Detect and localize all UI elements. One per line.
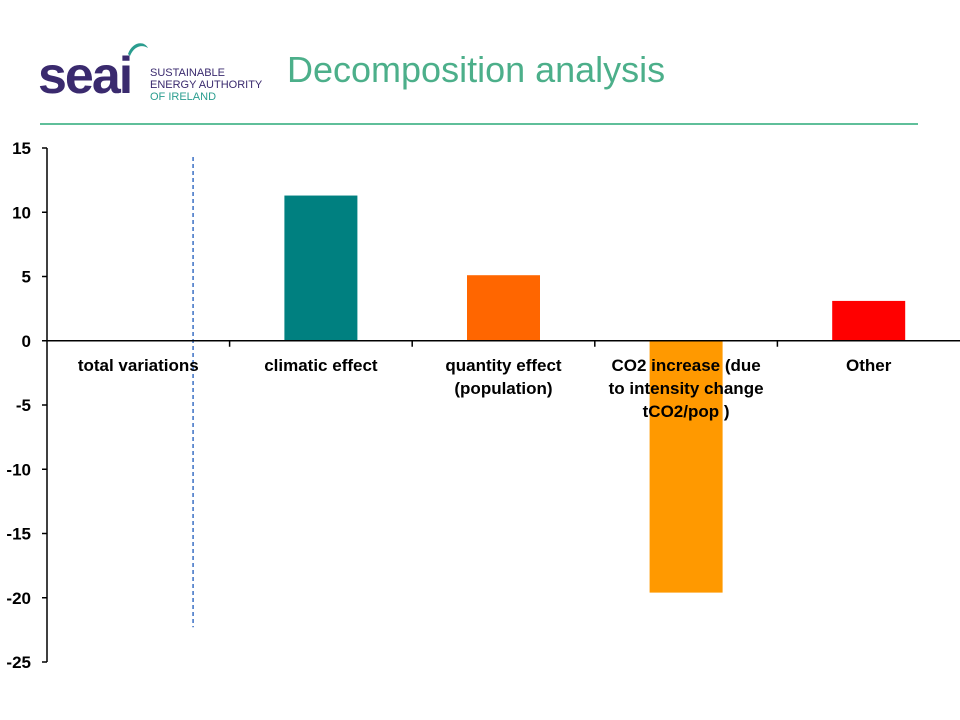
category-label-0: total variations <box>78 356 199 375</box>
bar-3 <box>649 340 723 593</box>
logo-line-1: SUSTAINABLE <box>150 67 225 79</box>
bar-2 <box>467 275 540 341</box>
logo-swoosh-icon <box>128 43 148 56</box>
logo-text: SUSTAINABLE ENERGY AUTHORITY OF IRELAND <box>150 67 262 103</box>
logo-line-2: ENERGY AUTHORITY <box>150 79 263 91</box>
category-label-0-line-0: total variations <box>78 356 199 375</box>
y-tick-label-2: 5 <box>22 268 31 287</box>
y-tick-label-5: -10 <box>6 460 31 479</box>
category-label-2: quantity effect (population) <box>445 356 562 398</box>
y-tick-label-7: -20 <box>6 589 31 608</box>
category-label-3: CO2 increase (due to intensity change tCO2… <box>609 356 764 421</box>
category-label-3-line-0: CO2 increase (due <box>611 356 760 375</box>
bar-4 <box>832 300 906 341</box>
y-tick-label-8: -25 <box>6 653 31 672</box>
bar-1 <box>284 195 358 341</box>
logo-line-3: OF IRELAND <box>150 91 217 103</box>
y-tick-label-0: 15 <box>12 139 31 158</box>
y-tick-label-4: -5 <box>16 396 31 415</box>
category-label-2-line-0: quantity effect <box>445 356 562 375</box>
slide-title: Decomposition analysis <box>287 49 666 90</box>
category-label-1-line-0: climatic effect <box>264 356 378 375</box>
category-label-3-line-2: tCO2/pop ) <box>643 402 730 421</box>
category-label-1: climatic effect <box>264 356 378 375</box>
category-label-2-line-1: (population) <box>454 379 552 398</box>
logo-wordmark: seai <box>38 47 133 105</box>
y-tick-label-1: 10 <box>12 203 31 222</box>
seai-logo: seai SUSTAINABLE ENERGY AUTHORITY OF IRE… <box>38 40 278 106</box>
category-label-4-line-0: Other <box>846 356 892 375</box>
category-label-3-line-1: to intensity change <box>609 379 764 398</box>
y-tick-label-6: -15 <box>6 525 31 544</box>
category-label-4: Other <box>846 356 892 375</box>
title-divider <box>40 123 918 125</box>
y-tick-label-3: 0 <box>22 332 31 351</box>
